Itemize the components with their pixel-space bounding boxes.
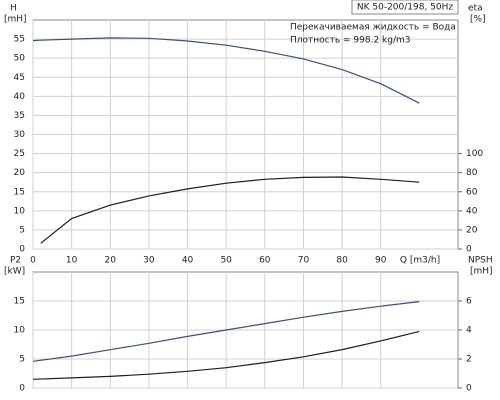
y-tick-label: 5 [19, 355, 25, 365]
y-tick-label: 15 [14, 187, 25, 197]
x-tick-label: 20 [105, 256, 117, 266]
y2-tick-label: 80 [466, 168, 478, 178]
x-tick-label: 80 [336, 256, 348, 266]
y-tick-label: 20 [14, 168, 26, 178]
title-box [351, 0, 459, 15]
y-tick-label: 55 [14, 35, 25, 45]
x-tick-label: 0 [30, 256, 36, 266]
annotation: Перекачиваемая жидкость = Вода [290, 23, 456, 33]
x-tick-label: 90 [375, 256, 387, 266]
y2-tick-label: 60 [466, 187, 478, 197]
y2-axis-unit: [mH] [470, 267, 493, 277]
y-axis-label: H [10, 4, 17, 14]
y-tick-label: 0 [19, 384, 25, 394]
y2-tick-label: 4 [466, 326, 472, 336]
y2-tick-label: 0 [466, 384, 472, 394]
y-tick-label: 0 [19, 245, 25, 255]
y-tick-label: 15 [14, 297, 25, 307]
x-tick-label: 30 [143, 256, 155, 266]
series-line [32, 330, 420, 380]
series-line [32, 301, 420, 362]
x-axis-label: Q [m3/h] [400, 256, 440, 266]
y2-axis-unit: [%] [470, 15, 486, 25]
y2-tick-label: 2 [466, 355, 472, 365]
y2-tick-label: 0 [466, 245, 472, 255]
y-tick-label: 10 [14, 206, 26, 216]
y-tick-label: 5 [19, 225, 25, 235]
y-axis-unit: [mH] [4, 15, 27, 25]
x-tick-label: 50 [220, 256, 232, 266]
x-tick-label: 60 [259, 256, 271, 266]
y2-axis-label: eta [468, 4, 483, 14]
series-line [32, 37, 420, 104]
y-axis-unit: [kW] [4, 267, 25, 277]
x-tick-label: 70 [298, 256, 310, 266]
y2-tick-label: 40 [466, 206, 478, 216]
y-tick-label: 45 [14, 73, 25, 83]
y-tick-label: 10 [14, 326, 26, 336]
annotation: Плотность = 998.2 kg/m3 [290, 36, 411, 46]
y2-tick-label: 6 [466, 297, 472, 307]
x-tick-label: 10 [66, 256, 78, 266]
y2-tick-label: 20 [466, 225, 478, 235]
series-line [40, 176, 420, 244]
y-tick-label: 35 [14, 111, 25, 121]
y2-axis-label: NPSH [468, 256, 493, 266]
y-axis-label: P2 [10, 256, 21, 266]
chart-title: NK 50-200/198, 50Hz [357, 3, 454, 13]
y-tick-label: 40 [14, 92, 26, 102]
x-tick-label: 40 [182, 256, 194, 266]
y-tick-label: 50 [14, 54, 26, 64]
y-tick-label: 25 [14, 149, 25, 159]
y-tick-label: 30 [14, 130, 26, 140]
y2-tick-label: 100 [466, 149, 483, 159]
